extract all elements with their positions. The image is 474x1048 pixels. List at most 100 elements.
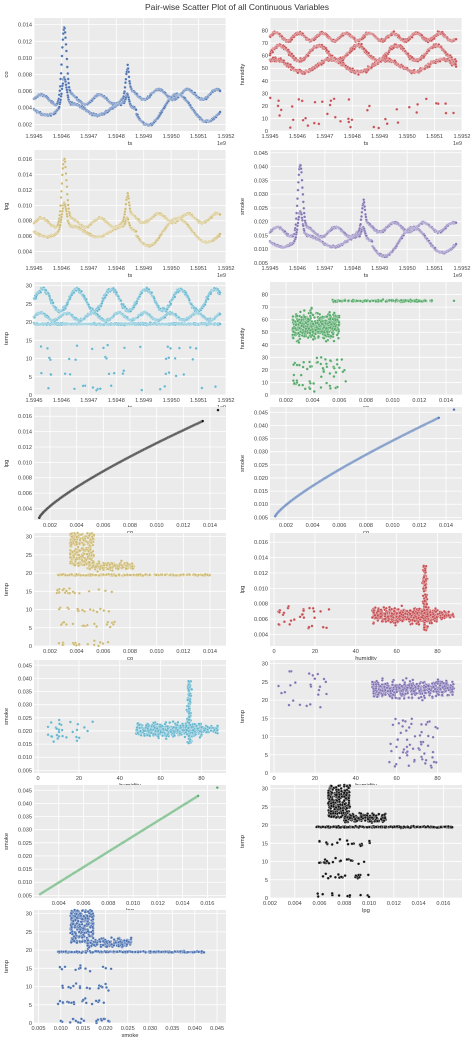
- data-point: [326, 113, 329, 116]
- data-point: [360, 215, 363, 218]
- x-tick-label: 1.5949: [135, 134, 152, 140]
- data-point: [105, 294, 108, 297]
- data-point: [296, 197, 299, 200]
- data-point: [271, 51, 274, 54]
- y-tick-label: 0.014: [18, 173, 32, 179]
- y-tick-label: 0: [29, 393, 32, 399]
- data-point: [62, 38, 65, 41]
- data-point: [415, 111, 418, 114]
- y-tick-label: 0.030: [254, 192, 268, 198]
- x-tick-label: 1.5951: [190, 266, 207, 272]
- data-point: [127, 71, 130, 74]
- data-point: [67, 203, 70, 206]
- y-axis-label: co: [4, 71, 10, 77]
- data-point: [58, 106, 61, 109]
- x-tick-label: 1.5946: [53, 266, 70, 272]
- data-point: [58, 228, 61, 231]
- data-point: [334, 116, 337, 119]
- data-point: [64, 80, 67, 83]
- data-point: [329, 104, 332, 107]
- data-point: [136, 300, 139, 303]
- data-point: [297, 218, 300, 221]
- data-point: [372, 126, 375, 129]
- x-tick-label: 1.5950: [163, 134, 180, 140]
- data-point: [297, 222, 300, 225]
- y-tick-label: 30: [26, 284, 32, 290]
- data-point: [58, 89, 61, 92]
- data-point: [52, 301, 55, 304]
- data-point: [67, 82, 70, 85]
- data-point: [292, 118, 295, 121]
- data-point: [65, 179, 68, 182]
- data-point: [61, 55, 64, 58]
- data-point: [296, 224, 299, 227]
- y-tick-label: 0.004: [18, 249, 32, 255]
- data-point: [62, 207, 65, 210]
- data-point: [349, 126, 352, 129]
- x-tick-label: 1.5949: [135, 398, 152, 404]
- data-point: [68, 86, 71, 89]
- data-point: [425, 98, 428, 101]
- data-point: [339, 120, 342, 123]
- data-point: [61, 210, 64, 213]
- data-point: [303, 212, 306, 215]
- data-point: [60, 72, 63, 75]
- data-point: [298, 216, 301, 219]
- data-point: [304, 117, 307, 120]
- plot-area: [34, 282, 226, 395]
- data-point: [169, 302, 172, 305]
- y-tick-label: 0.014: [18, 23, 32, 29]
- data-point: [127, 218, 130, 221]
- data-point: [395, 108, 398, 111]
- data-point: [124, 305, 127, 308]
- data-point: [301, 100, 304, 103]
- data-point: [64, 166, 67, 169]
- y-tick-label: 0.006: [18, 234, 32, 240]
- y-tick-label: 80: [262, 29, 268, 35]
- data-point: [59, 98, 62, 101]
- y-tick-label: 0.008: [18, 219, 32, 225]
- data-point: [65, 50, 68, 53]
- data-point: [60, 63, 63, 66]
- x-tick-label: 1.5946: [53, 398, 70, 404]
- data-point: [435, 102, 438, 105]
- y-tick-label: 0.008: [18, 73, 32, 79]
- data-point: [411, 36, 414, 39]
- figure-title: Pair-wise Scatter Plot of all Continuous…: [0, 2, 474, 12]
- x-tick-label: 1.5952: [453, 266, 470, 272]
- data-point: [150, 291, 153, 294]
- x-tick-label: 1.5948: [108, 398, 125, 404]
- x-tick-label: 1.5947: [316, 134, 333, 140]
- data-point: [123, 213, 126, 216]
- data-point: [66, 193, 69, 196]
- data-point: [307, 124, 310, 127]
- x-tick-label: 1.5950: [399, 266, 416, 272]
- data-point: [62, 82, 65, 85]
- data-point: [364, 209, 367, 212]
- y-tick-label: 0.006: [18, 89, 32, 95]
- data-point: [64, 31, 67, 34]
- data-point: [393, 30, 396, 33]
- x-tick-label: 1.5951: [190, 398, 207, 404]
- data-point: [126, 64, 129, 67]
- x-tick-label: 1.5948: [108, 134, 125, 140]
- data-point: [59, 224, 62, 227]
- data-point: [300, 171, 303, 174]
- y-tick-label: 10: [26, 357, 32, 363]
- x-tick-label: 1.5947: [316, 266, 333, 272]
- data-point: [455, 243, 458, 246]
- data-point: [445, 112, 448, 115]
- data-point: [444, 102, 447, 105]
- data-point: [60, 196, 63, 199]
- data-point: [407, 52, 410, 55]
- data-point: [330, 99, 333, 102]
- y-tick-label: 0.004: [18, 106, 32, 112]
- data-point: [302, 193, 305, 196]
- x-tick-label: 1.5945: [25, 134, 42, 140]
- data-point: [61, 182, 64, 185]
- y-axis-label: lpg: [4, 203, 10, 211]
